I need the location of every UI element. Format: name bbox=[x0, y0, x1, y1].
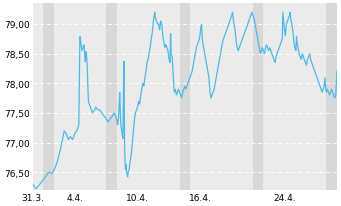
Bar bbox=[179, 4, 190, 190]
Bar bbox=[106, 4, 117, 190]
Bar bbox=[43, 4, 54, 190]
Bar bbox=[253, 4, 263, 190]
Bar bbox=[326, 4, 337, 190]
